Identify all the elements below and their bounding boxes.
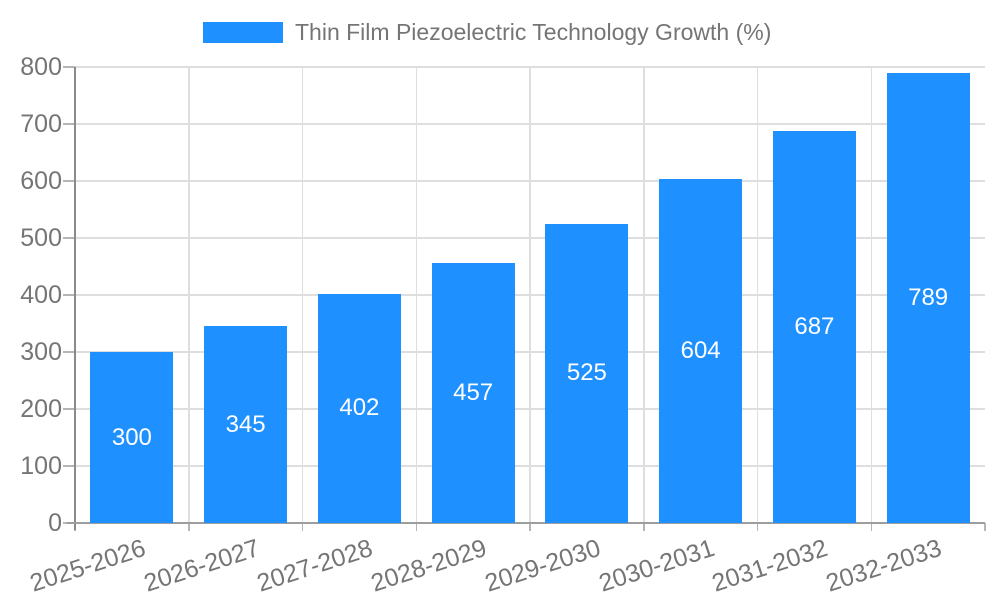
- bar-value-label: 345: [225, 410, 266, 438]
- y-tick: [63, 408, 75, 410]
- bar-value-label: 300: [111, 423, 152, 451]
- y-axis-label: 200: [20, 395, 62, 423]
- y-tick: [63, 123, 75, 125]
- x-tick: [188, 523, 190, 531]
- bar: [431, 262, 515, 523]
- y-axis-label: 0: [48, 509, 62, 537]
- y-axis-label: 300: [20, 338, 62, 366]
- bar-value-label: 687: [794, 313, 835, 341]
- bar-value-label: 457: [453, 378, 494, 406]
- chart-title: Thin Film Piezoelectric Technology Growt…: [295, 19, 772, 45]
- bar: [204, 326, 288, 523]
- bar: [659, 178, 743, 523]
- bar: [545, 223, 629, 523]
- x-tick: [415, 523, 417, 531]
- bar-value-label: 402: [339, 394, 380, 422]
- bar-value-label: 789: [908, 284, 949, 312]
- x-tick: [529, 523, 531, 531]
- chart-legend: Thin Film Piezoelectric Technology Growt…: [203, 19, 772, 45]
- y-axis-label: 800: [20, 53, 62, 81]
- y-axis-line: [74, 67, 76, 530]
- y-tick: [63, 180, 75, 182]
- bar: [886, 73, 970, 523]
- y-tick: [63, 237, 75, 239]
- y-axis-label: 700: [20, 110, 62, 138]
- y-tick: [63, 294, 75, 296]
- v-gridline: [870, 67, 872, 523]
- bar: [772, 131, 856, 523]
- y-tick: [63, 66, 75, 68]
- v-gridline: [529, 67, 531, 523]
- x-tick: [301, 523, 304, 531]
- x-tick: [643, 523, 645, 531]
- bar-value-label: 525: [566, 359, 607, 387]
- y-tick: [63, 465, 75, 467]
- v-gridline: [301, 67, 304, 523]
- y-axis-label: 500: [20, 224, 62, 252]
- legend-swatch-icon: [203, 22, 283, 43]
- x-axis-line: [67, 522, 985, 524]
- x-tick: [756, 523, 759, 531]
- v-gridline: [643, 67, 645, 523]
- y-tick: [63, 351, 75, 353]
- x-tick: [870, 523, 872, 531]
- v-gridline: [415, 67, 417, 523]
- x-tick: [984, 523, 986, 531]
- y-axis-label: 100: [20, 452, 62, 480]
- v-gridline: [756, 67, 759, 523]
- v-gridline: [188, 67, 190, 523]
- bar-value-label: 604: [680, 336, 721, 364]
- bar: [90, 352, 174, 523]
- y-axis-label: 600: [20, 167, 62, 195]
- y-axis-label: 400: [20, 281, 62, 309]
- bar: [317, 293, 401, 523]
